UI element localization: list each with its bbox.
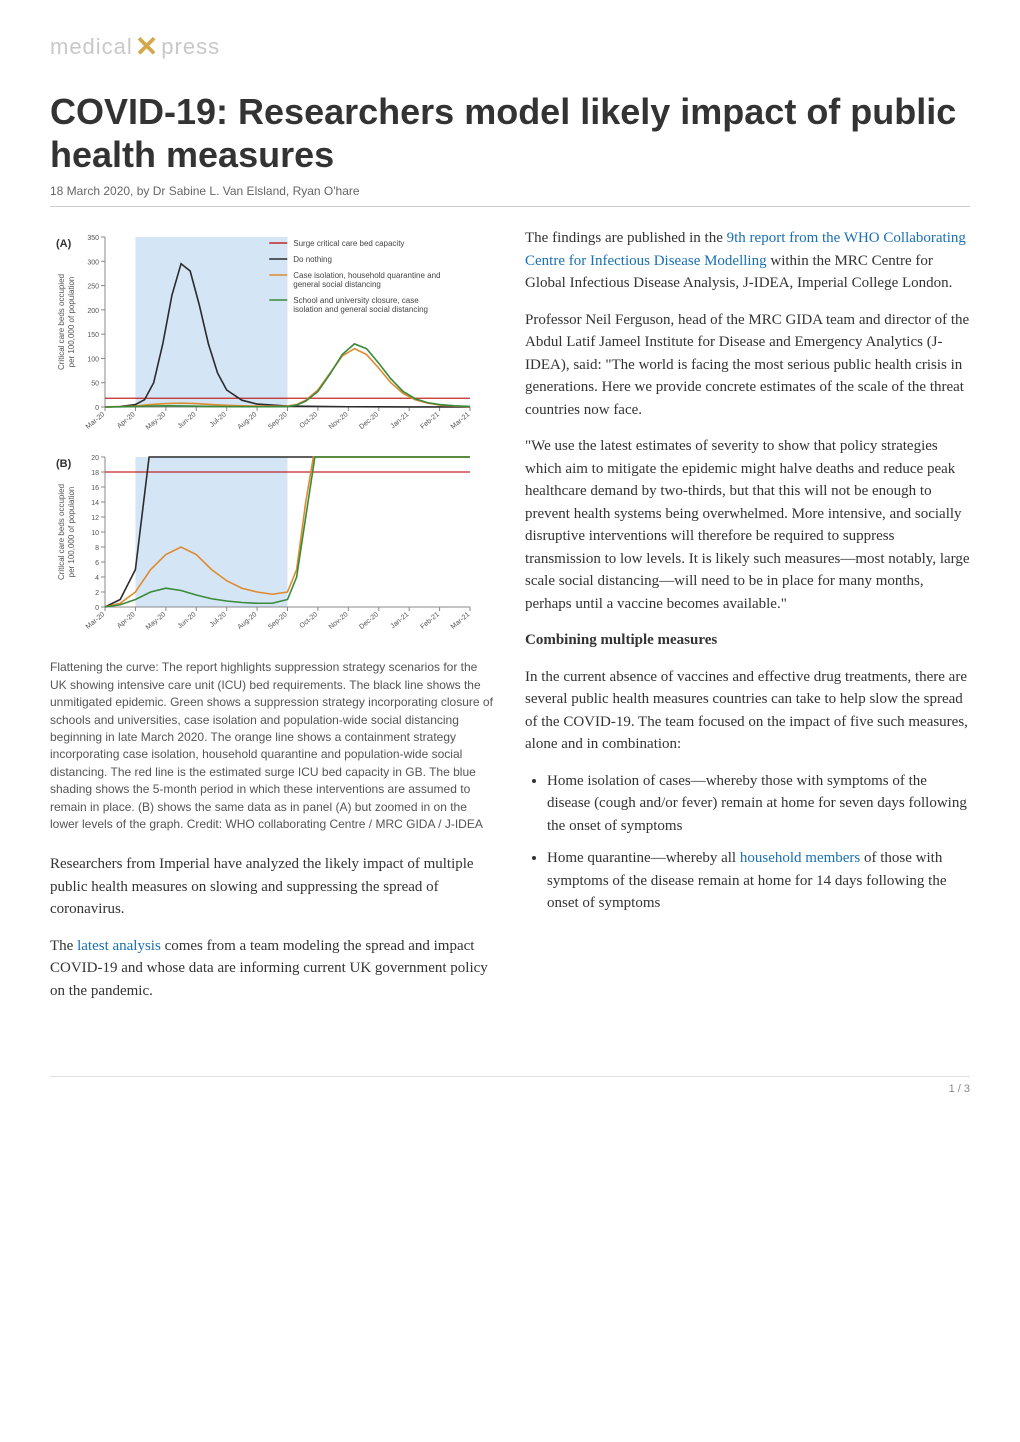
svg-text:Sep-20: Sep-20 [267,611,289,631]
svg-text:6: 6 [95,560,99,567]
svg-text:0: 0 [95,405,99,412]
svg-text:Sep-20: Sep-20 [267,411,289,431]
chart-b-svg: (B) 0 2 4 6 8 10 12 14 16 18 20 Mar-20 Apr-20 May-20 Ju… [50,447,480,647]
household-members-link[interactable]: household members [740,850,860,866]
svg-text:2: 2 [95,590,99,597]
svg-text:14: 14 [91,500,99,507]
b2-before: Home quarantine—whereby all [547,850,740,866]
svg-text:350: 350 [87,235,99,242]
svg-text:Apr-20: Apr-20 [116,411,137,430]
left-para-2: The latest analysis comes from a team mo… [50,935,495,1003]
svg-text:Nov-20: Nov-20 [328,411,350,431]
list-item: Home isolation of cases—whereby those wi… [547,770,970,838]
section-heading: Combining multiple measures [525,629,970,652]
right-para-2: Professor Neil Ferguson, head of the MRC… [525,309,970,422]
svg-text:Oct-20: Oct-20 [299,611,320,630]
svg-text:250: 250 [87,284,99,291]
svg-text:per 100,000 of population: per 100,000 of population [67,277,76,368]
svg-text:Surge critical care bed capaci: Surge critical care bed capacity [293,239,404,248]
svg-text:May-20: May-20 [145,611,167,631]
logo-right: press [161,34,220,60]
figure-caption: Flattening the curve: The report highlig… [50,659,495,833]
svg-text:Mar-20: Mar-20 [85,411,107,431]
svg-text:Case isolation, household quar: Case isolation, household quarantine and [293,271,440,280]
svg-text:Mar-21: Mar-21 [450,411,472,431]
chart-a-svg: (A) 0 50 100 150 200 250 300 350 Mar-20 Apr-20 May-… [50,227,480,447]
chart-panel-b: (B) 0 2 4 6 8 10 12 14 16 18 20 Mar-20 Apr-20 May-20 Ju… [50,447,495,647]
svg-text:Do nothing: Do nothing [293,255,332,264]
svg-text:Nov-20: Nov-20 [328,611,350,631]
svg-text:Jul-20: Jul-20 [209,411,228,429]
svg-text:Critical care beds occupied: Critical care beds occupied [57,274,66,370]
svg-text:16: 16 [91,485,99,492]
svg-text:Oct-20: Oct-20 [299,411,320,430]
svg-text:Apr-20: Apr-20 [116,611,137,630]
right-para-1: The findings are published in the 9th re… [525,227,970,295]
svg-text:Critical care beds occupied: Critical care beds occupied [57,484,66,580]
right-para-4: In the current absence of vaccines and e… [525,666,970,756]
list-item: Home quarantine—whereby all household me… [547,847,970,915]
article-headline: COVID-19: Researchers model likely impac… [50,90,970,176]
svg-text:50: 50 [91,381,99,388]
right-column: The findings are published in the 9th re… [525,227,970,1016]
svg-text:100: 100 [87,357,99,364]
svg-text:Feb-21: Feb-21 [419,611,441,631]
svg-text:(B): (B) [56,458,72,470]
svg-text:200: 200 [87,308,99,315]
site-logo: medical ✕ press [50,30,970,70]
page-footer: 1 / 3 [50,1076,970,1095]
svg-text:Jul-20: Jul-20 [209,611,228,629]
latest-analysis-link[interactable]: latest analysis [77,938,161,954]
svg-text:150: 150 [87,333,99,340]
svg-text:general social distancing: general social distancing [293,280,381,289]
header-divider [50,206,970,207]
svg-text:8: 8 [95,545,99,552]
svg-text:300: 300 [87,260,99,267]
svg-text:Jan-21: Jan-21 [390,411,411,430]
svg-text:0: 0 [95,605,99,612]
svg-text:School and university closure,: School and university closure, case [293,296,419,305]
svg-text:Jun-20: Jun-20 [177,411,198,430]
figure-container: (A)050100150200250300350Mar-20Apr-20May-… [50,227,495,647]
svg-text:Jun-20: Jun-20 [177,611,198,630]
page-number: 1 / 3 [949,1083,970,1095]
svg-text:Aug-20: Aug-20 [237,411,259,431]
r1-before: The findings are published in the [525,230,727,246]
measures-list: Home isolation of cases—whereby those wi… [525,770,970,915]
two-column-layout: (A)050100150200250300350Mar-20Apr-20May-… [50,227,970,1016]
article-byline: 18 March 2020, by Dr Sabine L. Van Elsla… [50,184,970,198]
logo-x-icon: ✕ [135,30,159,63]
svg-text:(A): (A) [56,238,72,250]
svg-text:12: 12 [91,515,99,522]
left-para-1: Researchers from Imperial have analyzed … [50,853,495,921]
svg-text:May-20: May-20 [145,411,167,431]
svg-text:Dec-20: Dec-20 [358,611,380,631]
svg-text:Feb-21: Feb-21 [419,411,441,431]
page-container: medical ✕ press COVID-19: Researchers mo… [0,0,1020,1135]
svg-text:4: 4 [95,575,99,582]
svg-text:isolation and general social d: isolation and general social distancing [293,305,428,314]
svg-text:18: 18 [91,470,99,477]
chart-panel-a: (A) 0 50 100 150 200 250 300 350 Mar-20 Apr-20 May-… [50,227,495,447]
p2-before: The [50,938,77,954]
svg-text:Aug-20: Aug-20 [237,611,259,631]
logo-left: medical [50,34,133,60]
svg-text:Mar-20: Mar-20 [85,611,107,631]
right-para-3: "We use the latest estimates of severity… [525,435,970,615]
svg-text:per 100,000 of population: per 100,000 of population [67,487,76,578]
left-column: (A)050100150200250300350Mar-20Apr-20May-… [50,227,495,1016]
svg-text:20: 20 [91,455,99,462]
svg-text:10: 10 [91,530,99,537]
logo-text: medical ✕ press [50,30,220,63]
svg-text:Dec-20: Dec-20 [358,411,380,431]
svg-text:Jan-21: Jan-21 [390,611,411,630]
svg-text:Mar-21: Mar-21 [450,611,472,631]
